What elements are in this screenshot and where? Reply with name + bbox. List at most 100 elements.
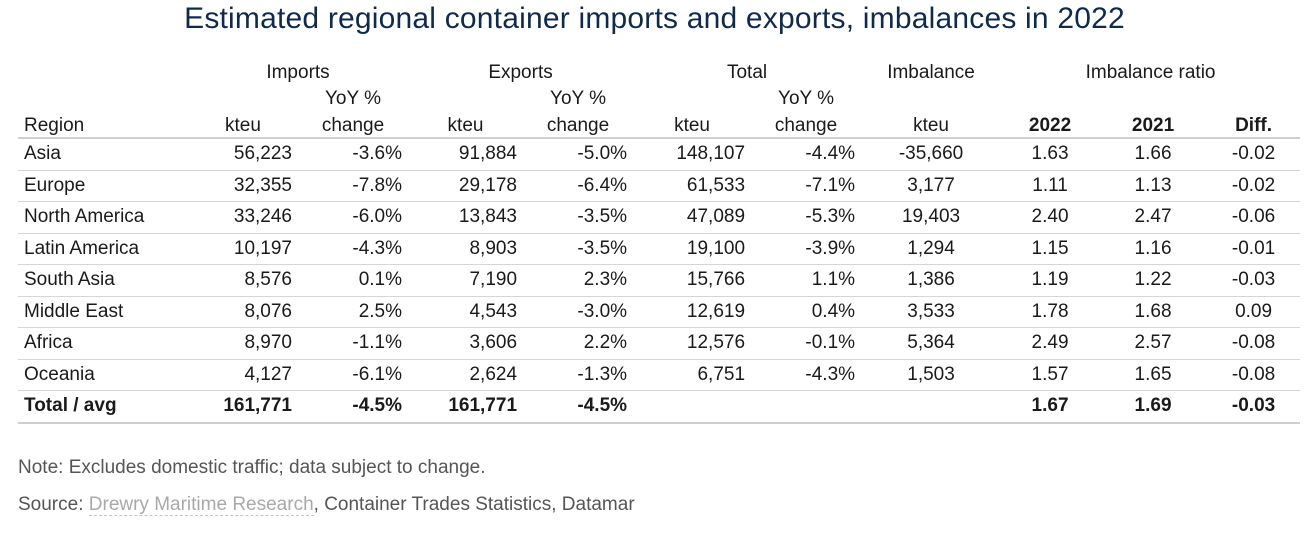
cell-exports: 7,190 (408, 264, 524, 297)
cell-ratio-2021: 1.68 (1099, 296, 1208, 328)
cell-exports-yoy: -3.5% (523, 233, 634, 265)
footnote: Note: Excludes domestic traffic; data su… (18, 457, 486, 478)
cell-ratio-2022: 1.63 (1001, 138, 1100, 171)
table-row: Latin America 10,197 -4.3% 8,903 -3.5% 19,100… (18, 233, 1301, 265)
cell-imports: 56,223 (188, 138, 298, 171)
source-link[interactable]: Drewry Maritime Research (88, 494, 314, 516)
cell-ratio-2022: 1.15 (1001, 233, 1100, 265)
cell-ratio-diff: -0.01 (1207, 233, 1301, 265)
cell-imbalance: 1,503 (861, 359, 1002, 391)
cell-imports-yoy: -7.8% (298, 170, 409, 202)
cell-imports-yoy: 0.1% (298, 264, 409, 297)
cell-region: Asia (18, 138, 188, 171)
cell-ratio-2021: 2.47 (1099, 201, 1208, 234)
cell-ratio-diff: -0.06 (1207, 201, 1301, 234)
cell-ratio-diff: -0.03 (1207, 390, 1301, 424)
cell-exports-yoy: -3.5% (523, 201, 634, 234)
table-row: Oceania 4,127 -6.1% 2,624 -1.3% 6,751 -4.3% 1,5… (18, 359, 1301, 391)
cell-total-yoy (751, 390, 862, 424)
cell-region: South Asia (18, 264, 188, 297)
cell-imports: 161,771 (188, 390, 298, 424)
header-imports-change: change (298, 110, 409, 139)
cell-imports: 8,076 (188, 296, 298, 328)
cell-ratio-diff: -0.03 (1207, 264, 1301, 297)
cell-ratio-2021: 1.16 (1099, 233, 1208, 265)
header-exports-change: change (523, 110, 634, 139)
page-title: Estimated regional container imports and… (184, 2, 1125, 35)
table-row: Asia 56,223 -3.6% 91,884 -5.0% 148,107 -4.4% -3… (18, 138, 1301, 171)
cell-ratio-2022: 1.11 (1001, 170, 1100, 202)
cell-imports-yoy: 2.5% (298, 296, 409, 328)
cell-ratio-diff: 0.09 (1207, 296, 1301, 328)
header-exports-yoy: YoY % (550, 88, 607, 109)
cell-ratio-2022: 1.78 (1001, 296, 1100, 328)
cell-ratio-diff: -0.02 (1207, 170, 1301, 202)
header-ratio-2021: 2021 (1099, 110, 1208, 139)
cell-exports: 161,771 (408, 390, 524, 424)
header-exports-kteu: kteu (408, 110, 524, 139)
cell-total: 12,576 (633, 327, 752, 360)
cell-ratio-2022: 2.49 (1001, 327, 1100, 360)
table-row: Middle East 8,076 2.5% 4,543 -3.0% 12,619 0.4%… (18, 296, 1301, 328)
cell-region: Africa (18, 327, 188, 360)
source-prefix: Source: (18, 494, 89, 515)
header-yoy-row: YoY % YoY % YoY % (18, 84, 1300, 110)
header-imports-kteu: kteu (188, 110, 298, 139)
source-rest: , Container Trades Statistics, Datamar (313, 494, 635, 515)
cell-exports-yoy: -6.4% (523, 170, 634, 202)
cell-imbalance (861, 390, 1002, 424)
cell-total-yoy: -5.3% (751, 201, 862, 234)
header-imports: Imports (266, 62, 330, 83)
cell-total-yoy: -0.1% (751, 327, 862, 360)
cell-imbalance: 19,403 (861, 201, 1002, 234)
cell-region: Middle East (18, 296, 188, 328)
cell-imbalance: 5,364 (861, 327, 1002, 360)
cell-ratio-2021: 2.57 (1099, 327, 1208, 360)
table-row: Europe 32,355 -7.8% 29,178 -6.4% 61,533 -7.1% 3… (18, 170, 1301, 202)
table-row: North America 33,246 -6.0% 13,843 -3.5% 47,08… (18, 201, 1301, 234)
cell-total: 19,100 (633, 233, 752, 265)
cell-imbalance: 1,386 (861, 264, 1002, 297)
header-group-row: Imports Exports Total Imbalance Imbalanc… (18, 55, 1300, 84)
table-row: South Asia 8,576 0.1% 7,190 2.3% 15,766 1.1% 1,… (18, 264, 1301, 297)
header-ratio-2022: 2022 (1001, 110, 1100, 139)
cell-total-yoy: -4.4% (751, 138, 862, 171)
cell-total: 148,107 (633, 138, 752, 171)
header-ratio-diff: Diff. (1207, 110, 1301, 139)
cell-imports: 32,355 (188, 170, 298, 202)
cell-ratio-2021: 1.65 (1099, 359, 1208, 391)
cell-exports-yoy: -4.5% (523, 390, 634, 424)
header-total-kteu: kteu (633, 110, 752, 139)
cell-imports: 10,197 (188, 233, 298, 265)
cell-exports-yoy: 2.2% (523, 327, 634, 360)
cell-region: North America (18, 201, 188, 234)
cell-region: Total / avg (18, 390, 188, 424)
header-total-change: change (751, 110, 862, 139)
cell-total: 47,089 (633, 201, 752, 234)
cell-ratio-2021: 1.22 (1099, 264, 1208, 297)
cell-total-yoy: 1.1% (751, 264, 862, 297)
cell-ratio-2022: 1.19 (1001, 264, 1100, 297)
cell-imports-yoy: -4.5% (298, 390, 409, 424)
cell-imports-yoy: -4.3% (298, 233, 409, 265)
header-total: Total (726, 62, 768, 83)
cell-total-yoy: -4.3% (751, 359, 862, 391)
cell-total (633, 390, 752, 424)
cell-ratio-2022: 1.57 (1001, 359, 1100, 391)
cell-imports-yoy: -6.1% (298, 359, 409, 391)
source-line: Source: Drewry Maritime Research, Contai… (18, 494, 635, 516)
cell-imports-yoy: -3.6% (298, 138, 409, 171)
cell-imbalance: -35,660 (861, 138, 1002, 171)
cell-total-yoy: -3.9% (751, 233, 862, 265)
cell-imports: 8,576 (188, 264, 298, 297)
cell-ratio-diff: -0.08 (1207, 327, 1301, 360)
cell-exports: 3,606 (408, 327, 524, 360)
cell-total-yoy: 0.4% (751, 296, 862, 328)
cell-exports: 2,624 (408, 359, 524, 391)
cell-imports-yoy: -6.0% (298, 201, 409, 234)
total-row: Total / avg 161,771 -4.5% 161,771 -4.5% 1.67 1… (18, 390, 1301, 424)
header-empty (18, 55, 188, 84)
cell-exports-yoy: 2.3% (523, 264, 634, 297)
cell-exports: 4,543 (408, 296, 524, 328)
header-imbalance-kteu: kteu (861, 110, 1002, 139)
